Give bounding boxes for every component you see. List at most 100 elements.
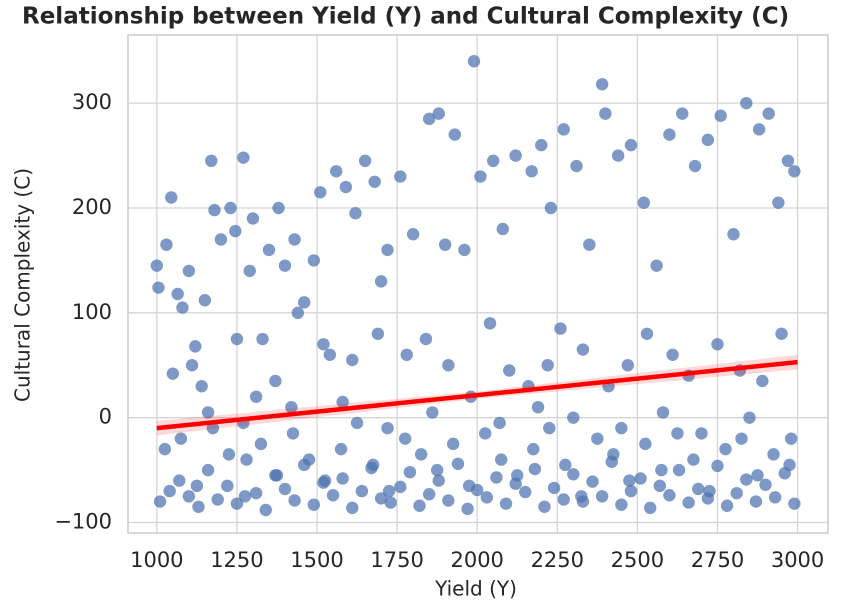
point xyxy=(682,496,695,509)
point xyxy=(599,107,612,120)
point xyxy=(461,502,474,516)
point xyxy=(493,416,506,430)
x-tick-label: 1500 xyxy=(290,548,343,572)
point xyxy=(749,495,763,508)
point xyxy=(743,411,756,424)
point xyxy=(711,459,724,473)
point xyxy=(195,380,208,393)
y-tick-label: 200 xyxy=(72,195,112,219)
point xyxy=(323,348,337,361)
point xyxy=(496,222,510,236)
point xyxy=(208,203,221,217)
point xyxy=(538,500,551,513)
point xyxy=(426,406,439,419)
x-tick-label: 1250 xyxy=(210,548,263,572)
point xyxy=(653,479,667,493)
point xyxy=(368,175,381,188)
point xyxy=(762,107,775,120)
point xyxy=(711,338,724,351)
point xyxy=(525,165,538,178)
point xyxy=(278,482,292,496)
x-tick-label: 2250 xyxy=(531,548,584,572)
point xyxy=(448,128,461,141)
point xyxy=(781,154,795,168)
point xyxy=(262,243,276,257)
point xyxy=(346,501,359,515)
point xyxy=(206,421,220,435)
point xyxy=(640,327,654,340)
point xyxy=(528,462,542,476)
point xyxy=(182,264,196,278)
point xyxy=(198,294,212,307)
point xyxy=(740,473,753,486)
point xyxy=(288,233,301,246)
point xyxy=(676,107,689,120)
point xyxy=(160,238,173,251)
point xyxy=(413,499,426,512)
point xyxy=(173,474,186,487)
point xyxy=(176,301,189,314)
point xyxy=(624,138,638,152)
point xyxy=(254,437,268,451)
point xyxy=(567,468,580,481)
point xyxy=(307,254,321,267)
point xyxy=(467,55,481,68)
point xyxy=(278,259,292,272)
point xyxy=(394,480,407,494)
point xyxy=(499,497,513,510)
point xyxy=(314,186,327,199)
point xyxy=(730,486,743,500)
point xyxy=(714,109,727,122)
point xyxy=(621,359,634,372)
point xyxy=(384,496,397,509)
point xyxy=(547,481,561,495)
x-tick-label: 3000 xyxy=(771,548,824,572)
y-axis-label: Cultural Complexity (C) xyxy=(11,168,35,402)
point xyxy=(350,416,364,430)
point xyxy=(759,478,772,491)
point xyxy=(772,196,785,209)
point xyxy=(720,499,734,512)
point xyxy=(557,123,570,136)
y-tick-label: 0 xyxy=(99,405,112,429)
point xyxy=(671,427,684,440)
point xyxy=(788,497,801,510)
point xyxy=(570,159,583,173)
point xyxy=(490,471,503,484)
point xyxy=(302,453,316,466)
point xyxy=(182,490,196,503)
point xyxy=(163,484,176,498)
point xyxy=(201,406,215,419)
point xyxy=(171,287,184,301)
point xyxy=(339,180,353,194)
point xyxy=(371,327,385,340)
point xyxy=(688,159,702,173)
point xyxy=(442,494,455,507)
point xyxy=(554,322,567,335)
point xyxy=(611,149,625,162)
point xyxy=(256,332,269,346)
x-tick-label: 2000 xyxy=(450,548,503,572)
point xyxy=(336,472,349,485)
point xyxy=(224,201,237,215)
point xyxy=(527,442,540,456)
point xyxy=(784,432,798,445)
point xyxy=(400,348,413,361)
point xyxy=(767,448,780,461)
point xyxy=(366,458,380,472)
point xyxy=(719,442,732,456)
point xyxy=(768,491,782,504)
point xyxy=(214,233,228,246)
point xyxy=(751,469,764,482)
chart-title: Relationship between Yield (Y) and Cultu… xyxy=(22,4,789,30)
point xyxy=(414,448,428,461)
marks xyxy=(150,55,801,517)
point xyxy=(576,343,590,356)
point xyxy=(221,479,234,493)
y-tick-label: 100 xyxy=(72,300,112,324)
point xyxy=(285,400,298,414)
point xyxy=(495,453,508,466)
point xyxy=(166,367,180,380)
point xyxy=(639,437,652,451)
